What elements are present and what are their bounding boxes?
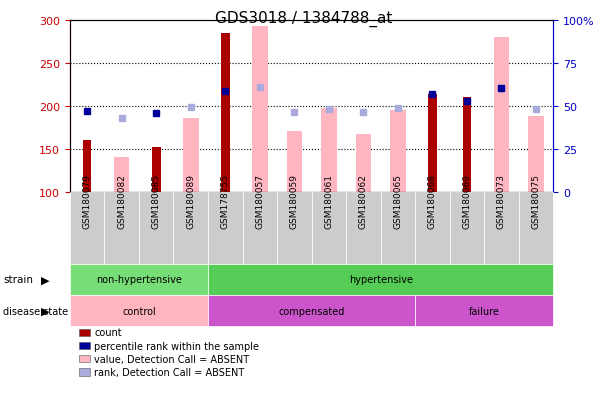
Text: GSM180089: GSM180089 (186, 173, 195, 228)
Text: rank, Detection Call = ABSENT: rank, Detection Call = ABSENT (94, 367, 244, 377)
Text: GSM178755: GSM178755 (221, 173, 230, 228)
Text: non-hypertensive: non-hypertensive (96, 275, 182, 285)
Bar (428, 95, 437, 192)
Text: failure: failure (469, 306, 500, 316)
Text: compensated: compensated (278, 306, 345, 316)
Text: GSM180075: GSM180075 (531, 173, 541, 228)
Text: strain: strain (3, 275, 33, 285)
Text: GSM180057: GSM180057 (255, 173, 264, 228)
Bar (286, 131, 302, 192)
Text: ▶: ▶ (41, 275, 50, 285)
Bar (390, 111, 406, 192)
Text: disease state: disease state (3, 306, 68, 316)
Text: GSM180085: GSM180085 (152, 173, 161, 228)
Text: GSM180059: GSM180059 (290, 173, 299, 228)
Text: GSM180073: GSM180073 (497, 173, 506, 228)
Text: GSM180061: GSM180061 (324, 173, 333, 228)
Text: value, Detection Call = ABSENT: value, Detection Call = ABSENT (94, 354, 249, 364)
Text: GSM180079: GSM180079 (83, 173, 92, 228)
Text: GSM180068: GSM180068 (428, 173, 437, 228)
Text: GSM180069: GSM180069 (463, 173, 471, 228)
Text: ▶: ▶ (41, 306, 50, 316)
Bar (356, 135, 371, 192)
Text: GSM180062: GSM180062 (359, 173, 368, 228)
Text: hypertensive: hypertensive (348, 275, 413, 285)
Text: GSM180082: GSM180082 (117, 173, 126, 228)
Bar (183, 119, 199, 192)
Text: GDS3018 / 1384788_at: GDS3018 / 1384788_at (215, 10, 393, 26)
Bar (494, 38, 510, 192)
Text: percentile rank within the sample: percentile rank within the sample (94, 341, 259, 351)
Bar (114, 158, 130, 192)
Text: GSM180065: GSM180065 (393, 173, 402, 228)
Bar (221, 34, 230, 192)
Bar (83, 140, 91, 192)
Bar (463, 98, 471, 192)
Bar (252, 27, 268, 192)
Bar (528, 116, 544, 192)
Text: count: count (94, 328, 122, 337)
Text: control: control (122, 306, 156, 316)
Bar (152, 147, 161, 192)
Bar (321, 109, 337, 192)
